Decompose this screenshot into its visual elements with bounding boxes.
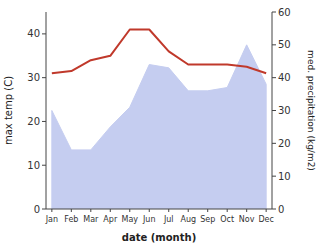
y2-tick bbox=[272, 77, 276, 78]
x-tick bbox=[90, 209, 91, 212]
y-tick bbox=[42, 165, 46, 166]
x-tick-label: Nov bbox=[239, 215, 255, 224]
y2-tick bbox=[272, 12, 276, 13]
y-tick bbox=[42, 33, 46, 34]
chart: 0 10 20 30 40 0 10 20 30 40 50 60 Jan Feb Mar Apr MayJun… bbox=[0, 0, 318, 247]
y-tick-label: 0 bbox=[34, 204, 40, 215]
y-tick bbox=[42, 209, 46, 210]
y2-tick bbox=[272, 143, 276, 144]
x-tick bbox=[129, 209, 130, 212]
x-tick-label: Jan bbox=[45, 215, 58, 224]
x-tick bbox=[149, 209, 150, 212]
y-tick bbox=[42, 77, 46, 78]
x-tick-label: Mar bbox=[83, 215, 99, 224]
x-tick bbox=[51, 209, 52, 212]
x-tick bbox=[246, 209, 247, 212]
x-tick-label: Feb bbox=[64, 215, 78, 224]
x-tick bbox=[207, 209, 208, 212]
x-tick bbox=[110, 209, 111, 212]
y-axis-title: max temp (C) bbox=[3, 76, 14, 145]
y2-tick-label: 10 bbox=[278, 171, 291, 182]
x-tick-label: Aug bbox=[180, 215, 196, 224]
y2-tick-label: 0 bbox=[278, 204, 284, 215]
temp-line bbox=[52, 30, 266, 74]
x-tick-label: Jul bbox=[163, 215, 174, 224]
y-axis-line bbox=[46, 12, 47, 209]
y-tick-label: 30 bbox=[27, 72, 40, 83]
y2-tick-label: 60 bbox=[278, 7, 291, 18]
x-tick bbox=[227, 209, 228, 212]
x-tick-label: Apr bbox=[103, 215, 118, 224]
y2-tick bbox=[272, 209, 276, 210]
x-tick bbox=[188, 209, 189, 212]
plot-area bbox=[52, 30, 266, 209]
y2-tick-label: 40 bbox=[278, 72, 291, 83]
y2-tick bbox=[272, 110, 276, 111]
y-tick-label: 20 bbox=[27, 116, 40, 127]
x-tick bbox=[266, 209, 267, 212]
x-tick bbox=[71, 209, 72, 212]
x-axis-line bbox=[46, 209, 272, 210]
x-axis-title: date (month) bbox=[122, 232, 196, 243]
x-tick-label: May bbox=[122, 215, 139, 224]
x-tick-label: Dec bbox=[258, 215, 273, 224]
y-tick-label: 40 bbox=[27, 28, 40, 39]
x-tick-label: Sep bbox=[200, 215, 215, 224]
y2-tick-label: 30 bbox=[278, 105, 291, 116]
y-tick-label: 10 bbox=[27, 160, 40, 171]
y2-tick bbox=[272, 176, 276, 177]
precip-area bbox=[52, 45, 266, 209]
y2-tick-label: 20 bbox=[278, 138, 291, 149]
x-tick-label: Oct bbox=[220, 215, 234, 224]
y2-axis-title: med. precipitation (kg/m2) bbox=[306, 50, 316, 171]
y-tick bbox=[42, 121, 46, 122]
x-tick bbox=[168, 209, 169, 212]
y2-tick-label: 50 bbox=[278, 39, 291, 50]
x-tick-label: Jun bbox=[142, 215, 156, 224]
y2-tick bbox=[272, 44, 276, 45]
